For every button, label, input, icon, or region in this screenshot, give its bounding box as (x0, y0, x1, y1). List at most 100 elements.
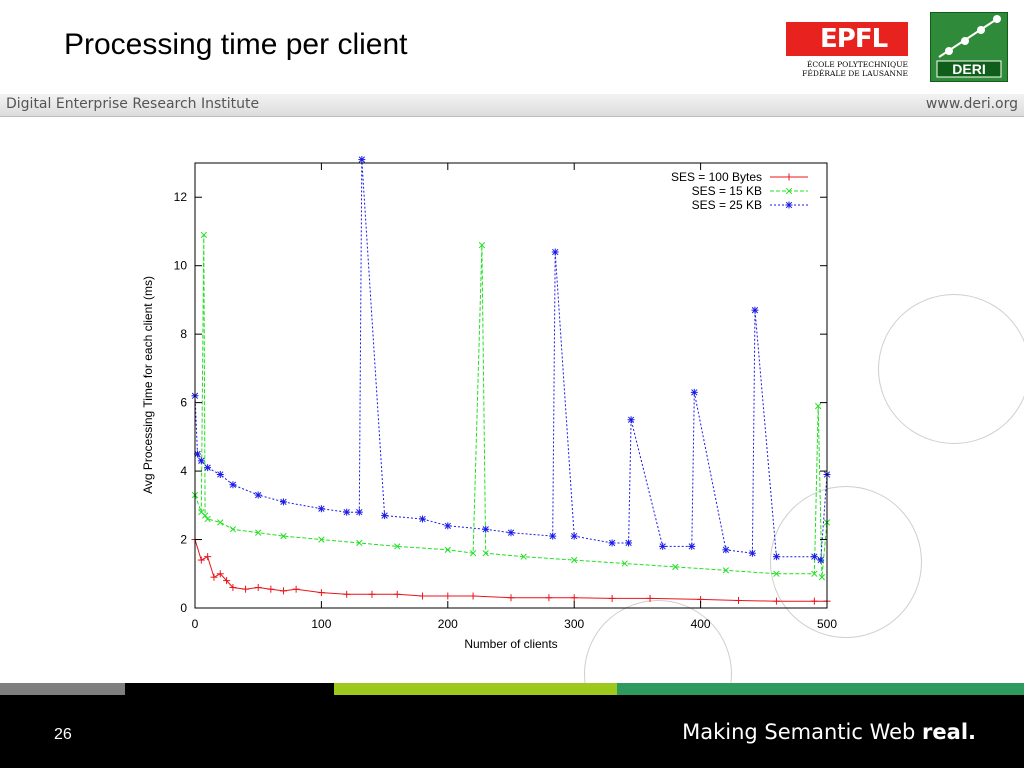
data-point (317, 589, 325, 597)
legend-marker (785, 187, 793, 195)
data-point (343, 590, 351, 598)
deri-logo-dot (977, 26, 985, 34)
tagline-prefix: Making Semantic Web (682, 720, 923, 744)
data-point (242, 585, 250, 593)
data-point (810, 553, 818, 561)
deri-logo-dot (961, 37, 969, 45)
legend-marker (785, 173, 793, 181)
series-2 (191, 156, 831, 564)
data-point (773, 570, 780, 577)
y-tick-label: 4 (180, 464, 187, 478)
deri-logo-graphic: DERI (936, 15, 1002, 78)
y-axis-label: Avg Processing Time for each client (ms) (141, 276, 155, 494)
data-point (818, 574, 826, 581)
data-point (621, 560, 628, 567)
data-point (204, 515, 211, 523)
data-point (356, 539, 363, 547)
data-point (343, 508, 351, 516)
data-point (608, 594, 616, 602)
tagline-bold: real. (922, 720, 976, 744)
data-point (217, 519, 224, 526)
legend-marker (785, 201, 793, 209)
data-point (625, 539, 633, 547)
chart-svg: 0 100 200 300 400 500 0 2 4 6 8 10 12 Number of clie… (141, 156, 837, 651)
data-point (254, 491, 262, 499)
footer-bar (0, 695, 1024, 768)
data-point (482, 550, 489, 557)
data-point (478, 242, 486, 249)
institute-url: www.deri.org (925, 96, 1018, 112)
x-axis-label: Number of clients (464, 637, 557, 651)
axes-layer: 0 100 200 300 400 500 0 2 4 6 8 10 12 (174, 163, 837, 631)
data-point (368, 590, 376, 598)
epfl-sub-line-2: FÉDÉRALE DE LAUSANNE (802, 69, 908, 78)
slide-title: Processing time per client (64, 28, 408, 61)
x-tick-label: 0 (192, 617, 199, 631)
data-point (627, 416, 635, 424)
data-point (814, 402, 822, 410)
data-point (772, 597, 780, 605)
series-line (194, 234, 828, 578)
data-point (444, 592, 452, 600)
footer-stripe-gray (0, 683, 125, 695)
data-point (216, 471, 224, 478)
legend-label: SES = 15 KB (692, 184, 762, 198)
institute-name: Digital Enterprise Research Institute (6, 96, 260, 112)
deri-logo: DERI (930, 12, 1008, 82)
epfl-logo-subtitle: ÉCOLE POLYTECHNIQUE FÉDÉRALE DE LAUSANNE (786, 60, 908, 78)
data-point (817, 556, 825, 564)
data-point (229, 481, 237, 489)
data-point (549, 532, 557, 540)
data-point (646, 594, 654, 602)
series-line (194, 159, 828, 561)
data-point (279, 498, 287, 506)
data-point (267, 585, 275, 593)
data-point (419, 515, 427, 523)
data-point (469, 550, 477, 557)
epfl-sub-line-1: ÉCOLE POLYTECHNIQUE (806, 60, 908, 69)
data-point (571, 556, 578, 564)
epfl-logo-word: EPFL (820, 24, 888, 54)
data-point (735, 596, 743, 604)
data-point (688, 542, 696, 550)
data-point (659, 542, 667, 550)
data-point (722, 546, 730, 554)
data-point (216, 570, 224, 578)
data-point (394, 543, 401, 550)
decorative-circle (878, 294, 1024, 444)
data-point (279, 587, 287, 595)
data-point (204, 553, 212, 561)
data-point (772, 553, 780, 561)
data-point (204, 464, 212, 472)
data-point (381, 512, 389, 520)
data-point (201, 512, 209, 519)
data-point (355, 508, 363, 516)
deri-logo-dot (993, 15, 1001, 23)
page-number: 26 (54, 726, 72, 743)
y-tick-label: 10 (174, 259, 188, 273)
footer-stripe-black (125, 683, 334, 695)
x-tick-label: 300 (564, 617, 584, 631)
x-tick-label: 100 (311, 617, 331, 631)
data-point (223, 577, 231, 585)
y-tick-label: 12 (174, 190, 188, 204)
y-tick-label: 6 (180, 396, 187, 410)
data-point (255, 529, 262, 536)
data-point (507, 529, 515, 537)
footer-tagline: Making Semantic Web real. (682, 720, 976, 744)
data-point (318, 536, 325, 543)
deri-logo-plate (936, 60, 1002, 78)
y-tick-label: 0 (180, 601, 187, 615)
data-point (292, 585, 300, 593)
data-point (254, 583, 262, 591)
series-layer (191, 156, 831, 605)
processing-time-chart: 0 100 200 300 400 500 0 2 4 6 8 10 12 Number of clie… (130, 155, 850, 660)
series-0 (191, 536, 831, 605)
series-1 (191, 231, 831, 581)
data-point (570, 594, 578, 602)
decorative-circle (770, 486, 922, 638)
data-point (545, 594, 553, 602)
epfl-logo: EPFL ÉCOLE POLYTECHNIQUE FÉDÉRALE DE LAU… (786, 14, 908, 80)
data-point (444, 546, 451, 553)
data-point (507, 594, 515, 602)
